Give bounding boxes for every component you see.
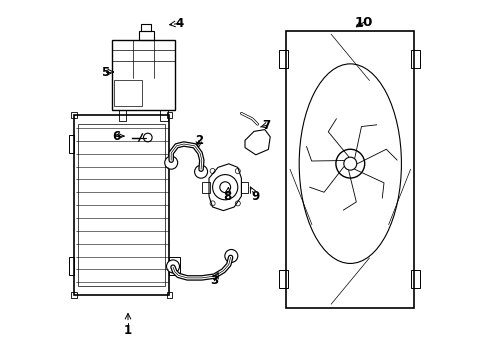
Bar: [202, 182, 210, 193]
Text: 1: 1: [124, 324, 132, 337]
Text: 10: 10: [355, 16, 373, 29]
Bar: [286, 31, 414, 308]
Bar: [71, 292, 77, 298]
Bar: [279, 50, 288, 68]
Bar: [241, 182, 248, 193]
Text: 8: 8: [223, 190, 232, 203]
Circle shape: [195, 165, 208, 178]
Text: 2: 2: [195, 134, 203, 147]
Text: 6: 6: [112, 130, 121, 143]
Text: 3: 3: [210, 274, 219, 287]
Bar: [279, 270, 288, 288]
Bar: [78, 124, 165, 286]
Bar: [114, 80, 142, 106]
Text: 7: 7: [263, 119, 270, 132]
Circle shape: [225, 249, 238, 262]
Bar: [74, 115, 170, 295]
Bar: [167, 292, 172, 298]
Bar: [112, 40, 175, 110]
Bar: [167, 112, 172, 118]
Bar: [160, 110, 168, 121]
Bar: [170, 257, 180, 275]
Circle shape: [167, 260, 179, 273]
Bar: [69, 135, 74, 153]
Bar: [119, 110, 126, 121]
Bar: [139, 31, 154, 40]
Bar: [69, 257, 74, 275]
Bar: [142, 24, 151, 31]
Text: 9: 9: [251, 190, 259, 203]
Circle shape: [165, 156, 178, 169]
Bar: [411, 270, 419, 288]
Bar: [411, 50, 419, 68]
Text: 5: 5: [101, 66, 110, 78]
Bar: [71, 112, 77, 118]
Text: 4: 4: [175, 17, 184, 30]
